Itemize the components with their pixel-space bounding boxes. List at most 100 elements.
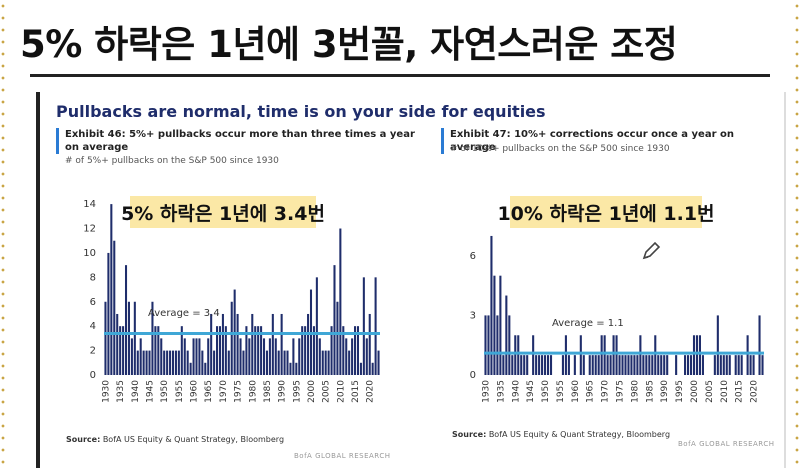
left-source-text: BofA US Equity & Quant Strategy, Bloombe… xyxy=(102,435,285,444)
right-bar-1969 xyxy=(600,335,603,375)
left-ytick-14: 14 xyxy=(83,199,96,210)
right-xtick-2005: 2005 xyxy=(705,380,715,403)
right-bar-2015 xyxy=(737,355,740,375)
right-bar-1931 xyxy=(487,315,490,375)
right-xtick-1955: 1955 xyxy=(556,380,566,403)
left-bar-1967 xyxy=(213,350,216,375)
right-bar-1966 xyxy=(591,355,594,375)
right-xtick-2000: 2000 xyxy=(690,380,700,403)
left-bar-1991 xyxy=(283,350,286,375)
left-xtick-1955: 1955 xyxy=(175,380,185,403)
right-bar-2010 xyxy=(722,355,725,375)
left-bar-2016 xyxy=(356,326,360,375)
exhibit-47-subtitle: # of 10%+ pullbacks on the S&P 500 since… xyxy=(450,144,670,154)
left-source-label: Source: xyxy=(66,435,101,444)
right-bar-2022 xyxy=(758,315,761,375)
right-bar-2018 xyxy=(746,335,749,375)
right-bar-1965 xyxy=(588,355,591,375)
right-xtick-1995: 1995 xyxy=(675,380,685,403)
right-bar-1975 xyxy=(618,355,621,375)
exhibit-46-subtitle: # of 5%+ pullbacks on the S&P 500 since … xyxy=(65,156,279,166)
left-bar-2006 xyxy=(327,350,330,375)
right-bar-2014 xyxy=(734,355,737,375)
right-bar-1998 xyxy=(687,355,690,375)
left-ytick-0: 0 xyxy=(90,370,96,381)
pullbacks-5pct-chart: 5% 하락은 1년에 3.4번 0 2 4 6 8 10 12 14 1930 1935 1940 19… xyxy=(83,196,380,403)
right-bar-2009 xyxy=(719,355,722,375)
right-bar-2002 xyxy=(698,335,701,375)
left-bar-1933 xyxy=(113,240,116,375)
left-bar-1940 xyxy=(133,301,136,375)
left-bar-1977 xyxy=(242,350,245,375)
right-xtick-1970: 1970 xyxy=(601,380,611,403)
left-bar-1984 xyxy=(262,338,266,375)
left-bar-1946 xyxy=(151,301,154,375)
left-bar-1945 xyxy=(148,350,151,375)
right-bar-2020 xyxy=(752,355,755,375)
left-bar-1956 xyxy=(180,326,183,375)
right-bar-1970 xyxy=(603,335,606,375)
left-bar-1965 xyxy=(207,338,210,375)
left-bar-2007 xyxy=(330,326,333,375)
left-bar-1993 xyxy=(289,362,292,375)
left-xtick-1945: 1945 xyxy=(146,380,156,403)
right-bar-1947 xyxy=(535,355,538,375)
pencil-icon[interactable] xyxy=(640,240,662,262)
left-xtick-1990: 1990 xyxy=(278,380,288,403)
right-bar-1978 xyxy=(627,355,630,375)
left-ytick-12: 12 xyxy=(83,224,96,235)
right-xtick-1975: 1975 xyxy=(616,380,626,403)
left-bar-1961 xyxy=(195,338,198,375)
left-bar-1962 xyxy=(198,338,201,375)
left-bar-1999 xyxy=(307,313,310,375)
left-bar-2023 xyxy=(377,350,380,375)
right-source-label: Source: xyxy=(452,430,487,439)
left-bar-1988 xyxy=(274,338,277,375)
left-annotation-text: 5% 하락은 1년에 3.4번 xyxy=(121,203,325,225)
right-bar-1939 xyxy=(511,355,514,375)
left-bar-1982 xyxy=(257,326,260,375)
left-bar-1989 xyxy=(277,350,280,375)
right-bar-1950 xyxy=(544,355,547,375)
right-xtick-1950: 1950 xyxy=(541,380,551,403)
left-bar-2003 xyxy=(318,338,321,375)
right-bar-1960 xyxy=(573,355,576,375)
right-bar-1942 xyxy=(520,355,523,375)
left-bar-1983 xyxy=(260,326,263,375)
left-bar-1931 xyxy=(107,252,110,375)
left-xtick-1960: 1960 xyxy=(190,380,200,403)
corrections-10pct-chart: 10% 하락은 1년에 1.1번 0 3 6 1930 1935 1940 1945 1950 1… xyxy=(470,196,764,403)
right-xtick-1980: 1980 xyxy=(630,380,640,403)
right-xtick-1960: 1960 xyxy=(571,380,581,403)
right-bar-1994 xyxy=(675,355,678,375)
left-bar-1976 xyxy=(239,338,242,375)
right-bar-1951 xyxy=(547,355,550,375)
left-bar-1972 xyxy=(227,350,230,375)
left-bar-1954 xyxy=(174,350,177,375)
right-bar-1948 xyxy=(538,355,541,375)
left-xtick-2010: 2010 xyxy=(336,380,346,403)
right-bar-1932 xyxy=(490,235,493,375)
left-xtick-2000: 2000 xyxy=(307,380,317,403)
right-bar-1989 xyxy=(660,355,663,375)
left-bar-1994 xyxy=(292,338,295,375)
left-xtick-1970: 1970 xyxy=(219,380,229,403)
right-xtick-1965: 1965 xyxy=(586,380,596,403)
left-ytick-4: 4 xyxy=(90,321,96,332)
left-bar-2018 xyxy=(362,277,365,375)
right-bar-1979 xyxy=(630,355,633,375)
right-bar-1933 xyxy=(493,275,496,375)
left-bar-1942 xyxy=(139,338,142,375)
right-bar-2019 xyxy=(749,355,752,375)
right-average-label: Average = 1.1 xyxy=(552,318,624,329)
right-bar-1988 xyxy=(657,355,660,375)
left-xtick-1985: 1985 xyxy=(263,380,273,403)
right-bar-1956 xyxy=(561,355,564,375)
left-bar-2019 xyxy=(365,338,368,375)
left-bar-1990 xyxy=(280,313,283,375)
left-bar-1958 xyxy=(186,350,189,375)
right-bar-1949 xyxy=(541,355,544,375)
left-bar-2021 xyxy=(371,362,374,375)
left-bar-2005 xyxy=(324,350,327,375)
right-bar-1977 xyxy=(624,355,627,375)
